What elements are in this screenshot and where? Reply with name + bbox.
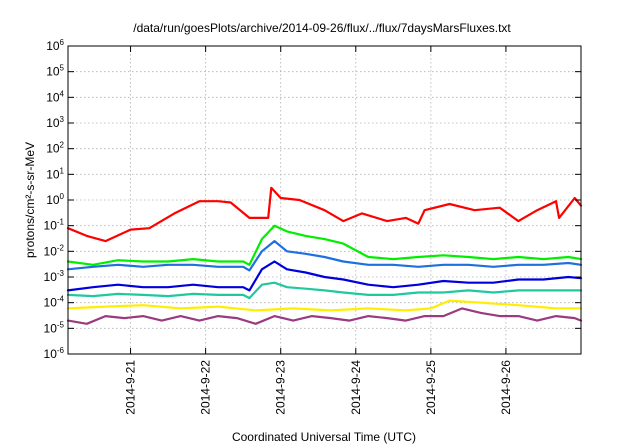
x-tick-label: 2014-9-21 (124, 360, 138, 415)
y-tick-label: 101 (46, 166, 64, 181)
series-line-5 (66, 281, 583, 300)
y-axis: 10-6 10-5 10-4 10-3 10-2 10-1 100 101 102 103 104 1… (44, 38, 581, 361)
y-tick-label: 103 (46, 115, 64, 130)
series-line-7 (66, 307, 583, 325)
y-tick-label: 10-4 (44, 295, 65, 310)
x-axis: 2014-9-21 2014-9-22 2014-9-23 2014-9-24 2014… (124, 46, 513, 415)
y-tick-label: 10-2 (44, 243, 65, 258)
x-tick-label: 2014-9-24 (349, 360, 363, 415)
series-line-4 (66, 260, 583, 292)
series-line-1 (66, 186, 583, 243)
y-tick-label: 106 (46, 38, 64, 53)
y-tick-label: 102 (46, 141, 64, 156)
x-axis-label: Coordinated Universal Time (UTC) (232, 430, 416, 444)
y-tick-label: 10-5 (44, 320, 65, 335)
y-tick-label: 100 (46, 192, 64, 207)
x-tick-label: 2014-9-22 (199, 360, 213, 415)
y-axis-label: protons/cm²-s-sr-MeV (23, 142, 37, 258)
series-group (66, 186, 583, 325)
series-line-6 (66, 299, 583, 312)
series-line-3 (66, 240, 583, 272)
y-tick-label: 104 (46, 89, 64, 104)
y-tick-label: 10-1 (44, 218, 65, 233)
y-tick-label: 105 (46, 64, 64, 79)
y-tick-label: 10-6 (44, 346, 65, 361)
x-tick-label: 2014-9-23 (274, 360, 288, 415)
chart-title: /data/run/goesPlots/archive/2014-09-26/f… (133, 21, 511, 35)
series-line-2 (66, 224, 583, 266)
x-tick-label: 2014-9-26 (499, 360, 513, 415)
x-tick-label: 2014-9-25 (424, 360, 438, 415)
grid-lines (68, 46, 581, 354)
y-tick-label: 10-3 (44, 269, 65, 284)
